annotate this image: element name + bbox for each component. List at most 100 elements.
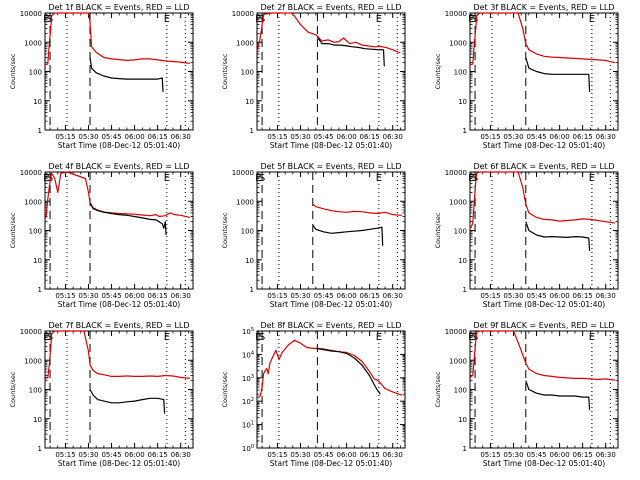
time-marker-e: E xyxy=(589,14,595,25)
x-tick-label: 05:45 xyxy=(101,133,121,141)
x-tick-label: 05:30 xyxy=(503,292,523,300)
chart-panel-1: Det 1f BLACK = Events, RED = LLD 1 10 100 10… xyxy=(9,3,194,150)
x-axis-label: Start Time (08-Dec-12 05:01:40) xyxy=(58,300,180,309)
y-tick-label: 10 xyxy=(458,98,467,106)
y-tick-label: 1000 xyxy=(449,39,467,47)
x-tick-label: 06:15 xyxy=(573,451,593,459)
y-axis-label: Counts/sec xyxy=(9,371,17,407)
panel-title: Det 9f BLACK = Events, RED = LLD xyxy=(473,321,614,330)
y-tick-label: 10000 xyxy=(232,10,254,18)
time-marker-e: E xyxy=(468,332,474,343)
y-tick-label: 10000 xyxy=(445,10,467,18)
time-marker-e: E xyxy=(164,173,170,184)
series-line-events xyxy=(89,57,164,92)
time-marker-e: E xyxy=(376,173,382,184)
y-tick-label: 100 xyxy=(29,69,42,77)
x-tick-label: 05:15 xyxy=(267,292,287,300)
series-line-events xyxy=(89,202,167,236)
plot-frame xyxy=(469,12,619,131)
y-axis-label: Counts/sec xyxy=(434,212,442,248)
y-tick-label: 1000 xyxy=(24,39,42,47)
x-tick-label: 05:30 xyxy=(78,133,98,141)
x-tick-label: 05:30 xyxy=(290,292,310,300)
x-tick-label: 05:15 xyxy=(55,133,75,141)
x-tick-label: 06:30 xyxy=(596,292,616,300)
x-tick-label: 05:45 xyxy=(313,133,333,141)
plot-frame xyxy=(44,12,194,131)
x-tick-label: 05:30 xyxy=(503,133,523,141)
plot-frame xyxy=(256,171,406,290)
x-tick-label: 06:30 xyxy=(383,292,403,300)
y-tick-label: 100 xyxy=(241,69,254,77)
chart-panel-8: Det 8f BLACK = Events, RED = LLD 100 101 10… xyxy=(221,321,406,468)
chart-panel-4: Det 4f BLACK = Events, RED = LLD 1 10 100 10… xyxy=(9,162,194,309)
chart-panel-5: Det 5f BLACK = Events, RED = LLD 1 10 100 10… xyxy=(221,162,406,309)
plot-frame xyxy=(469,171,619,290)
x-tick-label: 05:30 xyxy=(503,451,523,459)
panel-title: Det 7f BLACK = Events, RED = LLD xyxy=(48,321,189,330)
time-marker-e: E xyxy=(164,332,170,343)
time-marker-e: E xyxy=(164,14,170,25)
x-tick-label: 06:30 xyxy=(383,133,403,141)
x-axis-label: Start Time (08-Dec-12 05:01:40) xyxy=(483,300,605,309)
y-tick-label: 1 xyxy=(38,445,42,453)
time-marker-s: S xyxy=(47,14,53,25)
x-tick-label: 06:00 xyxy=(337,451,357,459)
y-tick-label: 10 xyxy=(245,98,254,106)
y-tick-label: 100 xyxy=(241,228,254,236)
panel-title: Det 1f BLACK = Events, RED = LLD xyxy=(48,3,189,12)
x-tick-label: 05:15 xyxy=(480,292,500,300)
x-tick-label: 05:45 xyxy=(526,451,546,459)
time-marker-s: S xyxy=(472,173,478,184)
y-tick-label: 102 xyxy=(242,397,254,406)
time-marker-e: E xyxy=(468,14,474,25)
y-tick-label: 103 xyxy=(242,374,254,383)
time-marker-e: E xyxy=(43,14,49,25)
series-line-events xyxy=(89,389,166,414)
time-marker-e: E xyxy=(255,332,261,343)
panel-title: Det 4f BLACK = Events, RED = LLD xyxy=(48,162,189,171)
time-marker-e: E xyxy=(43,173,49,184)
y-axis-label: Counts/sec xyxy=(434,53,442,89)
panel-title: Det 6f BLACK = Events, RED = LLD xyxy=(473,162,614,171)
y-tick-label: 10 xyxy=(33,416,42,424)
y-tick-label: 10 xyxy=(33,257,42,265)
time-marker-e: E xyxy=(589,332,595,343)
series-line-lld xyxy=(44,12,190,66)
series-line-events xyxy=(312,224,384,246)
chart-panel-6: Det 6f BLACK = Events, RED = LLD 1 10 100 10… xyxy=(434,162,619,309)
y-axis-label: Counts/sec xyxy=(9,212,17,248)
x-tick-label: 05:15 xyxy=(480,133,500,141)
x-tick-label: 05:30 xyxy=(290,133,310,141)
time-marker-s: S xyxy=(259,173,265,184)
time-marker-s: S xyxy=(472,332,478,343)
y-tick-label: 10000 xyxy=(232,169,254,177)
x-tick-label: 05:30 xyxy=(290,451,310,459)
y-tick-label: 100 xyxy=(454,387,467,395)
x-tick-label: 06:30 xyxy=(596,133,616,141)
y-tick-label: 104 xyxy=(242,350,254,359)
time-marker-e: E xyxy=(468,173,474,184)
time-marker-s: S xyxy=(472,14,478,25)
x-tick-label: 06:00 xyxy=(550,451,570,459)
y-tick-label: 10000 xyxy=(20,328,42,336)
y-tick-label: 1 xyxy=(250,286,254,294)
x-tick-label: 06:00 xyxy=(125,292,145,300)
y-tick-label: 1 xyxy=(38,127,42,135)
x-tick-label: 05:15 xyxy=(267,133,287,141)
plot-frame xyxy=(256,330,406,449)
series-line-events xyxy=(316,36,385,67)
x-tick-label: 06:00 xyxy=(550,292,570,300)
x-tick-label: 06:30 xyxy=(171,451,191,459)
series-line-events xyxy=(525,221,591,251)
panel-title: Det 5f BLACK = Events, RED = LLD xyxy=(260,162,401,171)
series-line-lld xyxy=(257,339,403,398)
x-axis-label: Start Time (08-Dec-12 05:01:40) xyxy=(483,141,605,150)
time-marker-e: E xyxy=(255,173,261,184)
x-tick-label: 06:30 xyxy=(171,133,191,141)
y-tick-label: 100 xyxy=(454,69,467,77)
x-tick-label: 05:45 xyxy=(526,133,546,141)
y-axis-label: Counts/sec xyxy=(9,53,17,89)
y-tick-label: 1000 xyxy=(24,357,42,365)
